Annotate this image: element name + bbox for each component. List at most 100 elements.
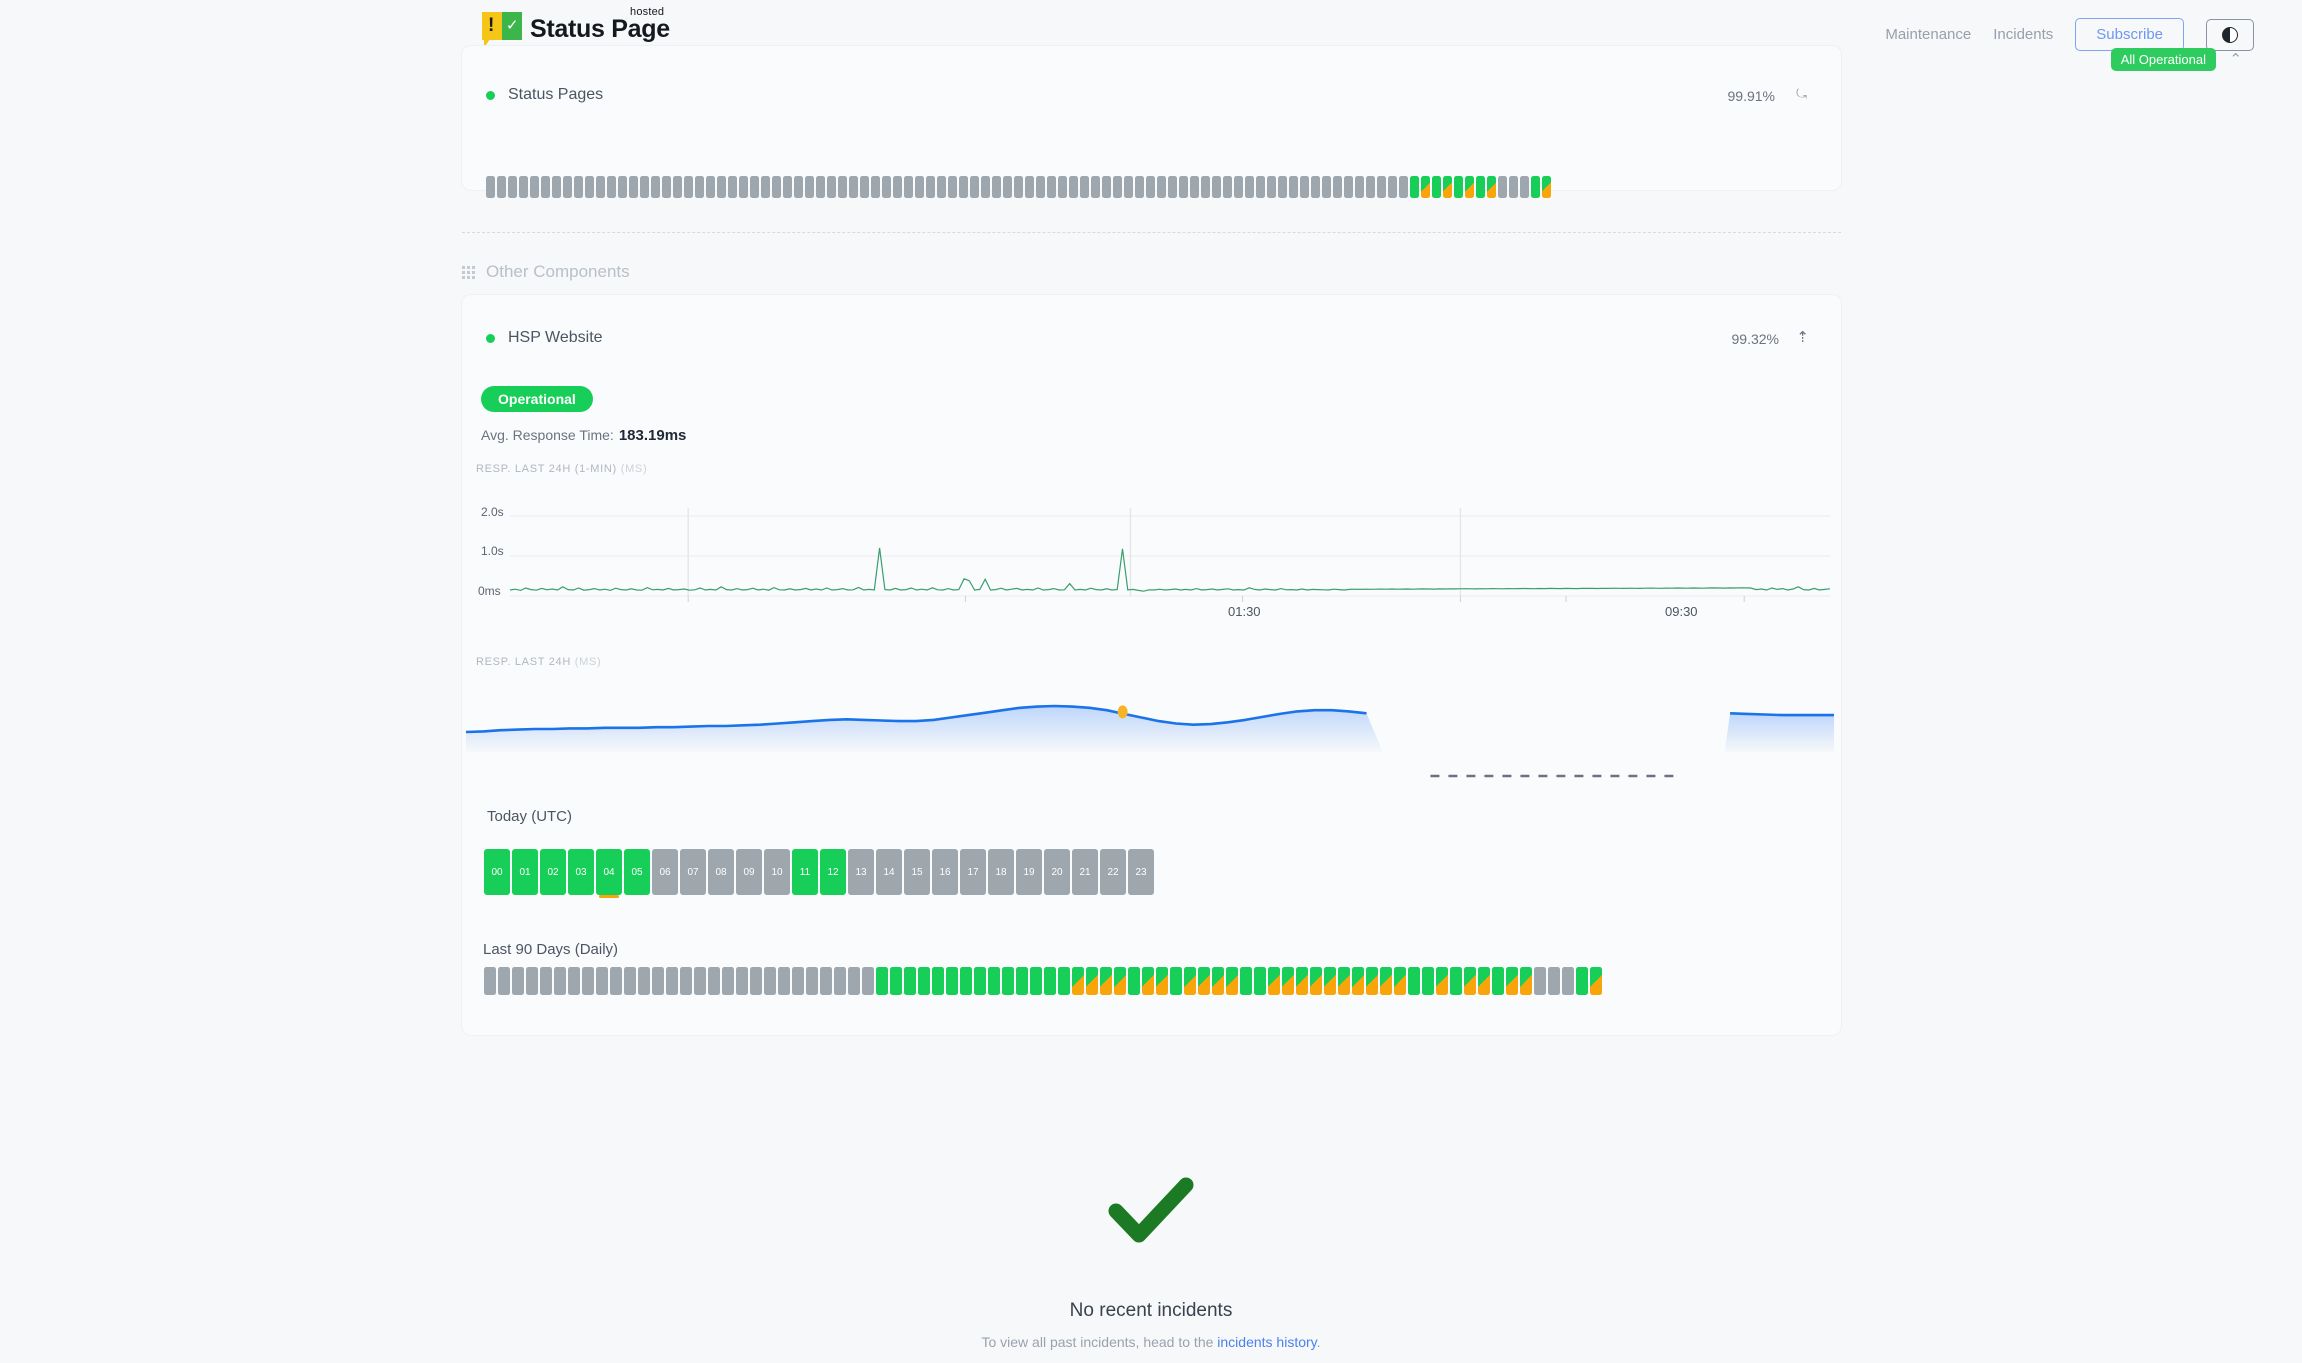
uptime-bar[interactable] — [651, 176, 660, 198]
uptime-bar[interactable] — [1352, 967, 1364, 995]
uptime-bar[interactable] — [1394, 967, 1406, 995]
uptime-bar[interactable] — [1542, 176, 1551, 198]
hour-block-08[interactable]: 08 — [708, 849, 734, 895]
hour-block-13[interactable]: 13 — [848, 849, 874, 895]
uptime-bar[interactable] — [563, 176, 572, 198]
uptime-bar[interactable] — [792, 967, 804, 995]
uptime-bar[interactable] — [1142, 967, 1154, 995]
hour-block-17[interactable]: 17 — [960, 849, 986, 895]
uptime-bar[interactable] — [1380, 967, 1392, 995]
uptime-bar[interactable] — [739, 176, 748, 198]
hour-block-11[interactable]: 11 — [792, 849, 818, 895]
uptime-bar[interactable] — [1086, 967, 1098, 995]
uptime-bar[interactable] — [820, 967, 832, 995]
uptime-bar[interactable] — [1454, 176, 1463, 198]
hour-block-04[interactable]: 04 — [596, 849, 622, 898]
uptime-bar[interactable] — [948, 176, 957, 198]
uptime-bar[interactable] — [904, 967, 916, 995]
uptime-bar[interactable] — [1478, 967, 1490, 995]
uptime-bar[interactable] — [1003, 176, 1012, 198]
uptime-bar[interactable] — [1058, 176, 1067, 198]
uptime-bar[interactable] — [596, 176, 605, 198]
uptime-bar[interactable] — [662, 176, 671, 198]
uptime-bar[interactable] — [1184, 967, 1196, 995]
uptime-bar[interactable] — [519, 176, 528, 198]
uptime-bar[interactable] — [1520, 967, 1532, 995]
uptime-bar[interactable] — [1058, 967, 1070, 995]
uptime-bar[interactable] — [932, 967, 944, 995]
uptime-bar[interactable] — [1464, 967, 1476, 995]
hour-block-21[interactable]: 21 — [1072, 849, 1098, 895]
uptime-bar[interactable] — [794, 176, 803, 198]
uptime-bar[interactable] — [526, 967, 538, 995]
uptime-bar[interactable] — [497, 176, 506, 198]
hour-block-09[interactable]: 09 — [736, 849, 762, 895]
uptime-bar[interactable] — [1422, 967, 1434, 995]
uptime-bar[interactable] — [1146, 176, 1155, 198]
uptime-bar[interactable] — [1548, 967, 1560, 995]
uptime-bar[interactable] — [1344, 176, 1353, 198]
uptime-bar[interactable] — [1201, 176, 1210, 198]
uptime-bar[interactable] — [806, 967, 818, 995]
uptime-bar[interactable] — [862, 967, 874, 995]
uptime-bar[interactable] — [1014, 176, 1023, 198]
uptime-bar[interactable] — [1267, 176, 1276, 198]
hour-block-15[interactable]: 15 — [904, 849, 930, 895]
uptime-bar[interactable] — [1254, 967, 1266, 995]
hour-block-01[interactable]: 01 — [512, 849, 538, 895]
status-pages-uptime-bars[interactable] — [486, 176, 1551, 198]
uptime-bar[interactable] — [1212, 967, 1224, 995]
incidents-history-link[interactable]: incidents history — [1217, 1334, 1317, 1350]
uptime-bar[interactable] — [1080, 176, 1089, 198]
uptime-bar[interactable] — [1355, 176, 1364, 198]
uptime-bar[interactable] — [717, 176, 726, 198]
hour-block-03[interactable]: 03 — [568, 849, 594, 895]
uptime-bar[interactable] — [1338, 967, 1350, 995]
uptime-bar[interactable] — [1421, 176, 1430, 198]
hour-block-22[interactable]: 22 — [1100, 849, 1126, 895]
uptime-bar[interactable] — [508, 176, 517, 198]
uptime-bar[interactable] — [1324, 967, 1336, 995]
uptime-bar[interactable] — [871, 176, 880, 198]
uptime-bar[interactable] — [1245, 176, 1254, 198]
nav-link-maintenance[interactable]: Maintenance — [1885, 26, 1972, 43]
uptime-bar[interactable] — [915, 176, 924, 198]
uptime-bar[interactable] — [638, 967, 650, 995]
uptime-bar[interactable] — [1310, 967, 1322, 995]
uptime-bar[interactable] — [1268, 967, 1280, 995]
uptime-bar[interactable] — [1509, 176, 1518, 198]
uptime-bar[interactable] — [629, 176, 638, 198]
hour-block-23[interactable]: 23 — [1128, 849, 1154, 895]
uptime-bar[interactable] — [694, 967, 706, 995]
hour-block-07[interactable]: 07 — [680, 849, 706, 895]
uptime-bar[interactable] — [1322, 176, 1331, 198]
uptime-bar[interactable] — [1102, 176, 1111, 198]
uptime-bar[interactable] — [640, 176, 649, 198]
uptime-bar[interactable] — [816, 176, 825, 198]
hour-block-12[interactable]: 12 — [820, 849, 846, 895]
uptime-bar[interactable] — [1590, 967, 1602, 995]
logo[interactable]: ! ✓ hosted Status Page — [482, 6, 670, 48]
uptime-bar[interactable] — [992, 176, 1001, 198]
uptime-bar[interactable] — [1450, 967, 1462, 995]
uptime-bar[interactable] — [778, 967, 790, 995]
uptime-bar[interactable] — [838, 176, 847, 198]
uptime-bar[interactable] — [946, 967, 958, 995]
uptime-bar[interactable] — [1476, 176, 1485, 198]
uptime-bar[interactable] — [1223, 176, 1232, 198]
refresh-icon[interactable]: ⤿ — [1796, 86, 1807, 101]
uptime-bar[interactable] — [1366, 176, 1375, 198]
uptime-bar[interactable] — [1531, 176, 1540, 198]
uptime-bar[interactable] — [750, 176, 759, 198]
uptime-bar[interactable] — [1016, 967, 1028, 995]
hour-block-18[interactable]: 18 — [988, 849, 1014, 895]
uptime-bar[interactable] — [1432, 176, 1441, 198]
uptime-bar[interactable] — [764, 967, 776, 995]
uptime-bar[interactable] — [959, 176, 968, 198]
uptime-bar[interactable] — [722, 967, 734, 995]
uptime-bar[interactable] — [652, 967, 664, 995]
uptime-bar[interactable] — [1128, 967, 1140, 995]
uptime-bar[interactable] — [1487, 176, 1496, 198]
response-time-area-chart[interactable] — [465, 690, 1834, 790]
uptime-bar[interactable] — [1520, 176, 1529, 198]
